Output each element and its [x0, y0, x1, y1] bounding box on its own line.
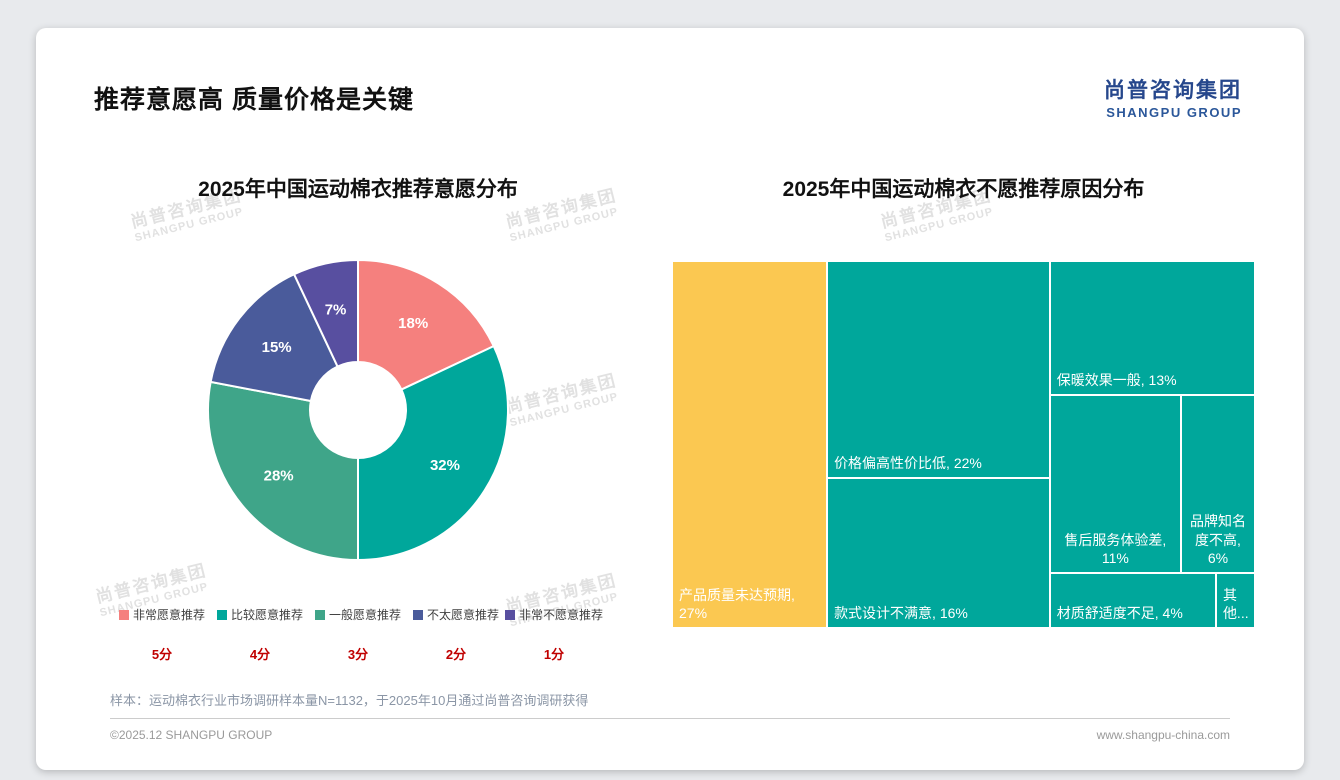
watermark-text-cn: 尚普咨询集团 [93, 560, 209, 607]
score-label: 4分 [249, 647, 271, 662]
donut-slice-2 [357, 345, 509, 561]
page-title: 推荐意愿高 质量价格是关键 [94, 86, 414, 114]
treemap-cell-label: 产品质量未达预期, 27% [679, 586, 795, 621]
treemap-cell: 材质舒适度不足, 4% [1049, 572, 1216, 628]
footer-copyright: ©2025.12 SHANGPU GROUP [110, 728, 273, 742]
legend-swatch [412, 609, 423, 620]
treemap-cell-label: 品牌知名度不高, 6% [1189, 513, 1246, 566]
legend-item: 非常愿意推荐 [113, 606, 211, 623]
donut-chart: 18% 32% 28% 15% 7% [193, 245, 523, 575]
treemap-cell-label: 其他... [1222, 586, 1249, 621]
treemap-cell-label: 保暖效果一般, 13% [1056, 371, 1177, 388]
legend-label: 比较愿意推荐 [230, 608, 303, 622]
donut-legend: 非常愿意推荐 比较愿意推荐 一般愿意推荐 不太愿意推荐 非常不愿意推荐 [113, 606, 603, 623]
donut-slice-label: 18% [398, 315, 428, 332]
treemap-cell-label: 材质舒适度不足, 4% [1056, 604, 1183, 621]
watermark-text-en: SHANGPU GROUP [508, 390, 620, 430]
treemap-cell: 品牌知名度不高, 6% [1180, 394, 1255, 573]
logo-text-cn: 尚普咨询集团 [1104, 79, 1242, 102]
donut-slice-label: 7% [325, 301, 347, 318]
donut-chart-title: 2025年中国运动棉衣推荐意愿分布 [198, 178, 518, 201]
treemap-cell: 保暖效果一般, 13% [1049, 261, 1255, 395]
legend-item: 一般愿意推荐 [309, 606, 407, 623]
donut-slice-label: 32% [430, 457, 460, 474]
treemap-cell: 产品质量未达预期, 27% [672, 261, 828, 628]
legend-swatch [314, 609, 325, 620]
donut-slice-label: 28% [264, 468, 294, 485]
watermark-text-en: SHANGPU GROUP [883, 205, 995, 245]
donut-slice-4 [209, 273, 339, 403]
legend-swatch [216, 609, 227, 620]
legend-item: 比较愿意推荐 [211, 606, 309, 623]
legend-swatch [118, 609, 129, 620]
watermark-text-en: SHANGPU GROUP [508, 205, 620, 245]
treemap-chart-title: 2025年中国运动棉衣不愿推荐原因分布 [782, 178, 1145, 201]
legend-label: 非常愿意推荐 [132, 608, 205, 622]
sample-note: 样本：运动棉衣行业市场调研样本量N=1132，于2025年10月通过尚普咨询调研… [110, 693, 589, 708]
footer-website: www.shangpu-china.com [1096, 728, 1230, 742]
treemap-cell: 售后服务体验差, 11% [1049, 394, 1181, 573]
treemap-cell-label: 价格偏高性价比低, 22% [834, 454, 982, 471]
treemap-cell-label: 售后服务体验差, 11% [1064, 531, 1167, 566]
treemap-cell: 价格偏高性价比低, 22% [827, 261, 1050, 478]
score-label: 5分 [151, 647, 173, 662]
treemap-cell: 其他... [1215, 572, 1255, 628]
score-label: 2分 [445, 647, 467, 662]
legend-label: 不太愿意推荐 [426, 608, 499, 622]
footer-divider [110, 718, 1230, 719]
score-row: 5分 4分 3分 2分 1分 [113, 644, 603, 663]
donut-slice-3 [207, 380, 359, 561]
legend-label: 非常不愿意推荐 [518, 608, 603, 622]
logo-text-en: SHANGPU GROUP [1106, 105, 1242, 120]
legend-item: 不太愿意推荐 [407, 606, 505, 623]
legend-item: 非常不愿意推荐 [504, 606, 603, 623]
donut-slice-1 [357, 259, 495, 391]
donut-svg: 18% 32% 28% 15% 7% [207, 259, 509, 561]
legend-label: 一般愿意推荐 [328, 608, 401, 622]
treemap-cell-label: 款式设计不满意, 16% [834, 604, 968, 621]
company-logo: 尚普咨询集团 SHANGPU GROUP [1104, 74, 1242, 120]
score-label: 1分 [543, 647, 565, 662]
treemap-cell: 款式设计不满意, 16% [827, 477, 1050, 628]
score-label: 3分 [347, 647, 369, 662]
legend-swatch [504, 609, 515, 620]
slide-card: 尚普咨询集团 SHANGPU GROUP 尚普咨询集团 SHANGPU GROUP 尚普… [36, 28, 1304, 770]
donut-slice-label: 15% [262, 339, 292, 356]
treemap-chart: 产品质量未达预期, 27% 价格偏高性价比低, 22% 款式设计不满意, 16% 保暖… [672, 261, 1255, 628]
watermark-text-en: SHANGPU GROUP [133, 205, 245, 245]
donut-slice-5 [293, 259, 359, 368]
